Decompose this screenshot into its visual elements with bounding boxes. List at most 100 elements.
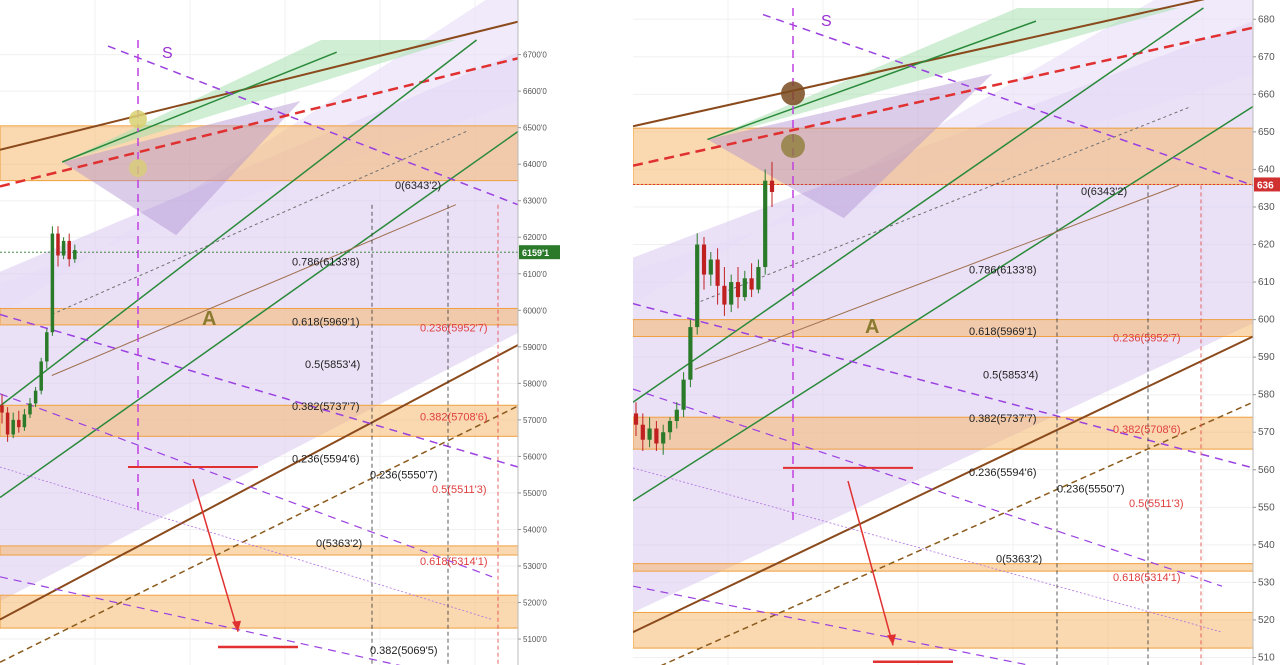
candle-body: [39, 361, 43, 391]
candle-body: [769, 180, 775, 192]
candle-body: [667, 420, 673, 433]
trend-line: [0, 576, 401, 665]
axis-tick-label: 5200'0: [523, 599, 547, 608]
candle-body: [640, 424, 645, 440]
axis-tick-label: 6700'0: [523, 51, 547, 60]
violet-fan-zone: [62, 101, 301, 236]
projection-arrow: [847, 480, 894, 646]
fib-level-label: 0(5363'2): [316, 538, 362, 550]
candle-body: [28, 403, 32, 415]
axis-tick-label: 5500'0: [523, 489, 547, 498]
fib-level-label: 0.5(5853'4): [305, 359, 360, 371]
candle-body: [67, 240, 71, 260]
trend-line: [0, 313, 519, 468]
axis-tick-label: 6200'0: [523, 233, 547, 242]
trend-line: [0, 130, 519, 499]
axis-tick-label: 5300'0: [523, 562, 547, 571]
candle-body: [742, 278, 747, 298]
axis-tick-label: 550: [1258, 502, 1275, 513]
trend-line: [762, 13, 1254, 187]
axis-tick-label: 600: [1258, 315, 1275, 326]
candle-body: [715, 259, 720, 286]
candle-body: [708, 259, 713, 275]
trend-line: [0, 39, 478, 407]
fib-level-label: 0.382(5708'6): [1113, 424, 1181, 436]
fib-level-label: 0.236(5952'7): [1113, 332, 1181, 344]
axis-tick-label: 520: [1258, 615, 1275, 626]
trend-line: [107, 45, 519, 206]
candle-body: [695, 244, 700, 328]
trend-line: [633, 585, 1032, 665]
axis-tick-label: 610: [1258, 277, 1275, 288]
candle-body: [22, 414, 27, 428]
support-resistance-zone: [633, 563, 1254, 572]
fib-level-label: 0.382(5737'7): [292, 401, 360, 413]
trend-line: [0, 20, 519, 151]
right-candlestick-chart: S A 0(6343'2) 0.786(6133'8) 0.618(5969'1) 0.2…: [633, 0, 1280, 665]
axis-tick-label: 5100'0: [523, 635, 547, 644]
axis-tick-label: 5700'0: [523, 416, 547, 425]
axis-tick-label: 670: [1258, 52, 1275, 63]
candle-body: [5, 412, 10, 435]
candle-body: [33, 390, 38, 404]
support-resistance-zone: [0, 404, 519, 437]
candle-body: [654, 428, 659, 444]
axis-tick-label: 530: [1258, 577, 1275, 588]
candle-body: [756, 267, 761, 290]
axis-tick-label: 620: [1258, 240, 1275, 251]
candle-body: [749, 278, 754, 290]
candle-body: [674, 409, 679, 421]
axis-tick-label: 5600'0: [523, 452, 547, 461]
candle-body: [17, 419, 21, 428]
trend-line: [0, 393, 493, 578]
fib-level-label: 0(6343'2): [395, 180, 441, 192]
axis-tick-label: 5900'0: [523, 343, 547, 352]
fib-level-label: 0(6343'2): [1081, 186, 1127, 198]
fib-level-label: 0.5(5853'4): [983, 370, 1038, 382]
axis-tick-label: 650: [1258, 127, 1275, 138]
axis-tick-label: 590: [1258, 352, 1275, 363]
current-price-tag: [519, 245, 560, 260]
fib-level-label: 0.786(6133'8): [969, 264, 1037, 276]
trend-line: [633, 467, 1223, 633]
current-price-tag: [1254, 177, 1280, 192]
fib-level-label: 0.618(5969'1): [969, 326, 1037, 338]
candle-body: [45, 332, 49, 362]
axis-tick-label: 6000'0: [523, 306, 547, 315]
axis-tick-label: 570: [1258, 427, 1275, 438]
axis-tick-label: 6400'0: [523, 160, 547, 169]
candle-body: [722, 285, 727, 305]
axis-tick-label: 680: [1258, 14, 1275, 25]
trend-line: [0, 57, 519, 188]
trend-line: [633, 7, 1204, 403]
candle-body: [633, 413, 639, 425]
candle-body: [735, 282, 741, 298]
candle-body: [73, 250, 77, 260]
candle-body: [56, 233, 60, 256]
candle-body: [763, 180, 768, 268]
marker-circle: [781, 81, 805, 106]
candle-body: [50, 233, 55, 333]
axis-tick-label: 630: [1258, 202, 1275, 213]
axis-tick-label: 5800'0: [523, 379, 547, 388]
trend-line: [633, 105, 1254, 502]
support-resistance-zone: [0, 594, 519, 629]
trend-line: [707, 20, 1037, 141]
right-chart-panel: S A 0(6343'2) 0.786(6133'8) 0.618(5969'1) 0.2…: [633, 0, 1280, 665]
arrow-head: [232, 620, 241, 632]
support-resistance-zone: [633, 611, 1254, 649]
marker-circle: [129, 110, 147, 129]
trend-line: [694, 106, 1192, 305]
arrow-head: [887, 634, 896, 646]
projection-arrow: [192, 478, 239, 632]
fib-level-label: 0.236(5594'6): [969, 467, 1037, 479]
price-axis-background: [1253, 0, 1280, 665]
s-label: S: [821, 13, 832, 30]
fib-level-label: 0.236(5550'7): [370, 469, 438, 481]
candle-body: [701, 244, 707, 275]
trend-line: [633, 26, 1254, 167]
candle-body: [647, 428, 652, 440]
candle-body: [61, 240, 66, 256]
current-price-tag-label: 636: [1257, 180, 1274, 191]
left-chart-panel: S A 0(6343'2) 0.786(6133'8) 0.618(5969'1) 0.2…: [0, 0, 560, 665]
